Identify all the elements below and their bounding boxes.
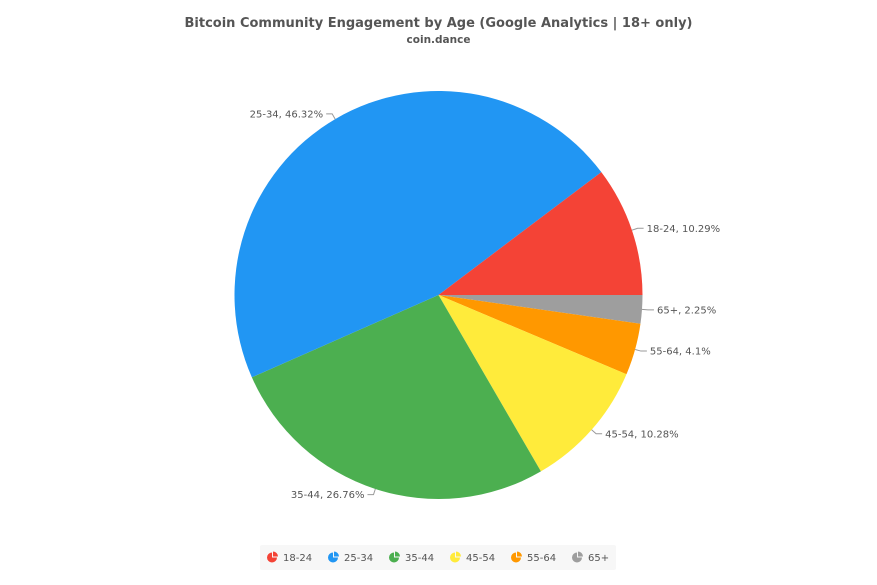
pie-icon bbox=[572, 552, 582, 563]
slice-25-34 bbox=[234, 90, 602, 378]
legend-background bbox=[260, 545, 616, 570]
legend-item-25-34[interactable]: 25-34 bbox=[328, 551, 373, 565]
label-65-plus: 65+, 2.25% bbox=[657, 305, 716, 316]
pie-slices bbox=[234, 90, 643, 500]
legend-item-65-plus[interactable]: 65+ bbox=[572, 551, 609, 565]
slice-18-24 bbox=[438, 172, 643, 295]
legend-label: 25-34 bbox=[344, 553, 373, 564]
pie-icon-wedge bbox=[578, 551, 583, 557]
legend-item-45-54[interactable]: 45-54 bbox=[450, 551, 495, 565]
pie-icon bbox=[450, 552, 460, 563]
legend-item-35-44[interactable]: 35-44 bbox=[389, 551, 434, 565]
legend-item-55-64[interactable]: 55-64 bbox=[511, 551, 556, 565]
leader-line bbox=[591, 429, 603, 435]
leader-line bbox=[631, 227, 644, 231]
slice-65-plus bbox=[438, 295, 643, 324]
pie-icon bbox=[267, 552, 277, 563]
slice-45-54 bbox=[438, 295, 627, 472]
chart-subtitle: coin.dance bbox=[407, 34, 471, 46]
label-35-44: 35-44, 26.76% bbox=[291, 490, 365, 501]
pie-icon-wedge bbox=[517, 551, 522, 557]
pie-icon bbox=[511, 552, 521, 563]
pie-icon-wedge bbox=[334, 551, 339, 557]
legend-label: 45-54 bbox=[466, 553, 495, 564]
pie-icon bbox=[328, 552, 338, 563]
label-25-34: 25-34, 46.32% bbox=[250, 109, 324, 120]
label-45-54: 45-54, 10.28% bbox=[605, 429, 679, 440]
pie-icon-wedge bbox=[456, 551, 461, 557]
chart-title: Bitcoin Community Engagement by Age (Goo… bbox=[185, 16, 693, 31]
leader-line bbox=[326, 113, 336, 120]
label-18-24: 18-24, 10.29% bbox=[647, 224, 721, 235]
label-55-64: 55-64, 4.1% bbox=[650, 347, 711, 358]
legend-label: 18-24 bbox=[283, 553, 312, 564]
legend-label: 55-64 bbox=[527, 553, 556, 564]
slice-labels: 65+, 2.25% 55-64, 4.1% 45-54, 10.28% 35-44,… bbox=[250, 109, 721, 501]
slice-35-44 bbox=[251, 295, 541, 500]
leader-line bbox=[367, 488, 376, 496]
legend-label: 65+ bbox=[588, 553, 609, 564]
slice-55-64 bbox=[438, 295, 641, 375]
pie-icon bbox=[389, 552, 399, 563]
leader-line bbox=[634, 348, 647, 352]
pie-icon-wedge bbox=[273, 551, 278, 557]
pie-icon-wedge bbox=[395, 551, 400, 557]
legend-label: 35-44 bbox=[405, 553, 434, 564]
legend: 18-24 25-34 35-44 45-54 55-64 65+ bbox=[260, 545, 616, 570]
legend-item-18-24[interactable]: 18-24 bbox=[267, 551, 312, 565]
